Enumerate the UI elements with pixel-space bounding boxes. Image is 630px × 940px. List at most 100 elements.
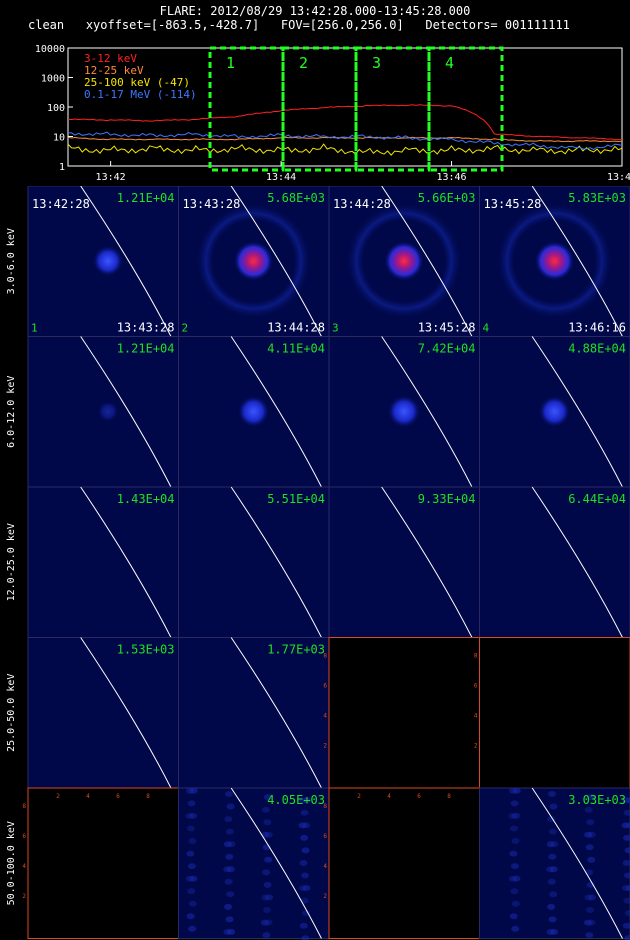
interval-label-4: 4 [445, 54, 454, 72]
x-tick-label: 13:46 [436, 172, 466, 183]
noise-speckle [546, 841, 555, 848]
y-tick-label: 1000 [41, 74, 65, 85]
noise-speckle [263, 907, 271, 913]
noise-speckle [301, 847, 310, 854]
image-panel: 8 6 4 2 [474, 637, 630, 789]
series-line-1 [67, 104, 623, 141]
peak-value: 5.83E+03 [568, 191, 626, 205]
noise-speckle [262, 869, 271, 876]
row-label: 50.0-100.0 keV [6, 821, 17, 905]
interval-label-2: 2 [299, 54, 308, 72]
legend-entry: 25-100 keV (-47) [84, 76, 190, 89]
noise-speckle [302, 797, 311, 804]
noise-speckle [585, 844, 594, 851]
noise-speckle [511, 925, 520, 932]
panel-background [27, 486, 179, 638]
solar-limb-curve [230, 637, 322, 789]
solar-limb-curve [531, 787, 623, 939]
noise-speckle [261, 806, 270, 813]
solar-limb-curve [80, 186, 172, 337]
noise-speckle [263, 819, 272, 826]
noise-speckle [623, 834, 630, 841]
empty-tick-label: 8 [474, 653, 478, 660]
noise-speckle [187, 888, 196, 895]
solar-limb-curve [381, 186, 473, 337]
peak-value: 9.33E+04 [418, 492, 476, 506]
noise-speckle [622, 922, 630, 929]
noise-speckle [187, 825, 195, 832]
lightcurve-plot: 10000 1000 100 10 1 13:42 13:44 13:46 13:48 1 2 3 4… [35, 44, 630, 183]
plot-title: FLARE: 2012/08/29 13:42:28.000-13:45:28.… [159, 4, 471, 18]
noise-speckle [624, 935, 630, 940]
noise-speckle [300, 809, 309, 816]
noise-speckle [586, 794, 595, 801]
source-blob [387, 395, 421, 428]
empty-tick-label: 4 [86, 793, 90, 800]
empty-tick-label: 6 [474, 683, 478, 690]
lightcurve-lines [67, 104, 623, 156]
start-time: 13:44:28 [333, 197, 391, 211]
noise-speckle [586, 819, 595, 826]
solar-limb-curve [80, 486, 172, 638]
noise-speckle [300, 834, 309, 841]
peak-value: 1.43E+04 [117, 492, 175, 506]
noise-speckle [301, 935, 310, 940]
peak-value: 7.42E+04 [418, 342, 476, 356]
start-time: 13:45:28 [484, 197, 542, 211]
empty-tick-label: 4 [474, 713, 478, 720]
empty-tick-label: 6 [116, 793, 120, 800]
noise-speckle [548, 916, 557, 923]
empty-tick-label: 8 [323, 653, 327, 660]
image-panel: 1.21E+04 13:42:28 13:43:28 1 [27, 186, 179, 337]
y-tick-label: 100 [47, 103, 65, 114]
source-blob [92, 245, 124, 277]
noise-speckle [189, 787, 198, 794]
image-panel: 5.66E+03 13:44:28 13:45:28 3 [328, 186, 480, 337]
empty-tick-label: 8 [146, 793, 150, 800]
noise-speckle [622, 860, 630, 866]
empty-tick-label: 8 [447, 793, 451, 800]
image-panel: 4.05E+03 [178, 787, 330, 940]
noise-speckle [224, 903, 233, 910]
subtitle-line: clean xyoffset=[-863.5,-428.7] FOV=[256.… [28, 18, 630, 32]
image-panel: 4.88E+04 [479, 336, 630, 488]
source-blob [233, 241, 274, 281]
end-time: 13:45:28 [418, 321, 476, 335]
noise-speckle [299, 922, 308, 929]
noise-speckle [185, 813, 194, 819]
noise-speckle [548, 828, 557, 835]
empty-tick-label: 8 [323, 803, 327, 810]
noise-speckle [301, 872, 309, 879]
noise-speckle [302, 822, 311, 829]
noise-speckle [224, 816, 233, 823]
peak-value: 3.03E+03 [568, 793, 626, 807]
noise-speckle [225, 828, 234, 835]
image-panel: 9.33E+04 [328, 486, 480, 638]
noise-speckle [548, 853, 557, 860]
empty-panel-frame [328, 787, 480, 939]
source-blob [237, 395, 270, 428]
solar-limb-curve [80, 637, 172, 789]
start-time: 13:42:28 [32, 197, 90, 211]
source-blob [384, 241, 424, 281]
noise-speckle [301, 910, 310, 917]
panel-number: 4 [483, 322, 490, 335]
image-panel: 5.51E+04 [178, 486, 330, 638]
empty-tick-label: 6 [417, 793, 421, 800]
noise-speckle [225, 916, 234, 923]
noise-speckle [226, 803, 235, 810]
peak-value: 5.51E+04 [267, 492, 325, 506]
peak-value: 1.21E+04 [117, 191, 175, 205]
noise-speckle [584, 894, 593, 901]
interval-label-3: 3 [372, 54, 381, 72]
image-panel: 3.03E+03 [479, 787, 630, 940]
image-panel: 4.11E+04 [178, 336, 330, 488]
image-panel: 8 6 4 2 2 4 6 8 [323, 787, 480, 939]
noise-speckle [587, 919, 596, 926]
empty-tick-label: 6 [323, 833, 327, 840]
source-blob [538, 395, 571, 428]
noise-speckle [298, 822, 307, 829]
noise-speckle [583, 919, 592, 926]
empty-panel-frame [328, 637, 480, 789]
interval-boxes: 1 2 3 4 [208, 46, 504, 172]
